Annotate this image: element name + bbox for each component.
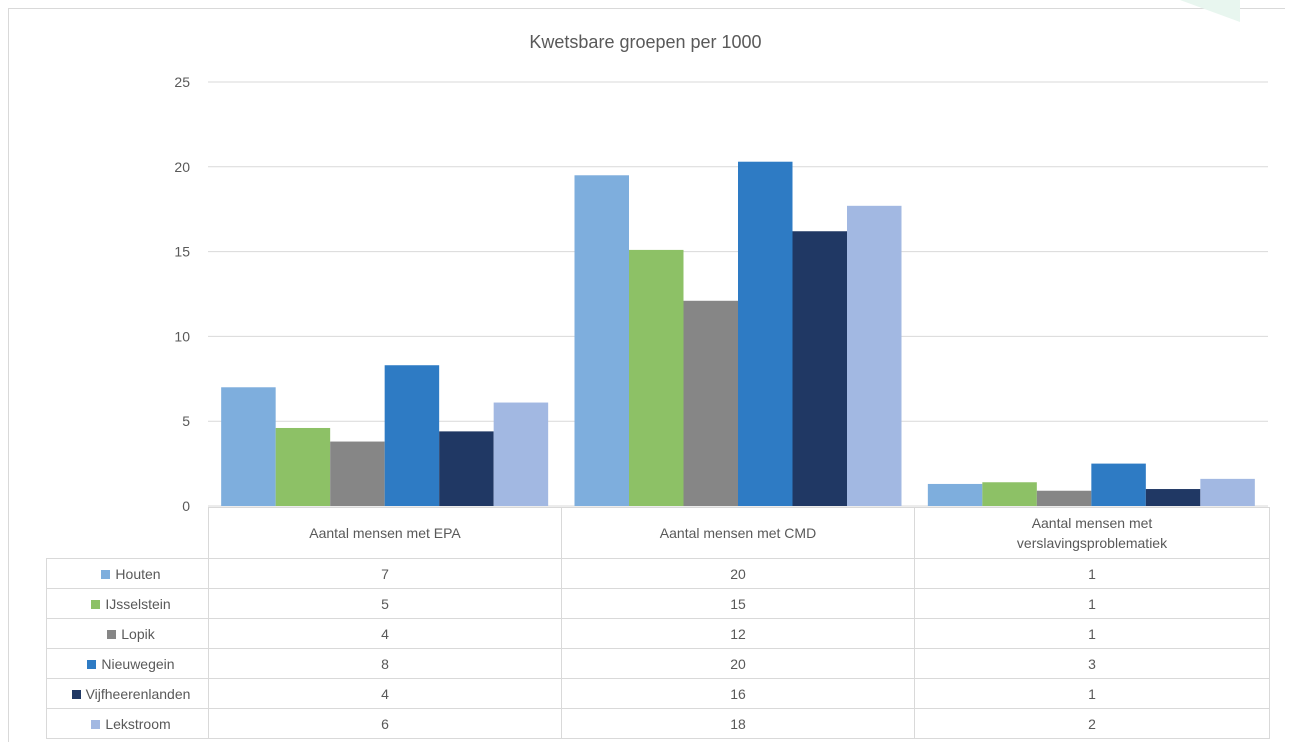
- bar: [927, 483, 983, 506]
- corner-decoration: [1180, 0, 1240, 22]
- table-row: Lopik 4 12 1: [46, 618, 1270, 649]
- legend-key: [71, 689, 81, 699]
- bar: [982, 482, 1037, 506]
- category-header-text: Aantal mensen met verslavingsproblematie…: [1016, 515, 1168, 551]
- table-cell: 5: [208, 588, 562, 619]
- bar: [847, 205, 902, 507]
- table-row: Lekstroom 6 18 2: [46, 708, 1270, 739]
- table-cell: 3: [914, 648, 1270, 679]
- series-name: IJsselstein: [105, 595, 171, 612]
- table-cell: 1: [914, 618, 1270, 649]
- table-cell: 8: [208, 648, 562, 679]
- table-cell: 20: [561, 648, 915, 679]
- bar: [1145, 489, 1201, 506]
- category-header: Aantal mensen met verslavingsproblematie…: [914, 507, 1270, 559]
- table-cell: 4: [208, 678, 562, 709]
- bar: [1091, 463, 1146, 506]
- legend-key: [107, 629, 117, 639]
- category-header: Aantal mensen met EPA: [208, 507, 562, 559]
- chart-frame: [8, 8, 1285, 742]
- table-cell: 12: [561, 618, 915, 649]
- y-tick-label: 5: [182, 413, 190, 429]
- table-cell: 1: [914, 588, 1270, 619]
- data-table: Aantal mensen met EPA Aantal mensen met …: [46, 507, 1270, 739]
- series-label-cell: Nieuwegein: [46, 648, 209, 679]
- table-cell: 20: [561, 558, 915, 589]
- table-cell: 4: [208, 618, 562, 649]
- bar: [384, 365, 440, 506]
- series-name: Nieuwegein: [101, 655, 175, 672]
- bar: [683, 300, 738, 506]
- series-label-cell: Lopik: [46, 618, 209, 649]
- y-tick-label: 20: [174, 159, 190, 175]
- y-tick-label: 25: [174, 74, 190, 90]
- chart-title: Kwetsbare groepen per 1000: [529, 32, 762, 52]
- series-label-cell: Lekstroom: [46, 708, 209, 739]
- series-label-cell: Houten: [46, 558, 209, 589]
- legend-key: [87, 659, 97, 669]
- table-cell: 18: [561, 708, 915, 739]
- series-label-cell: Vijfheerenlanden: [46, 678, 209, 709]
- bar: [493, 402, 549, 506]
- table-cell: 6: [208, 708, 562, 739]
- bar: [1036, 490, 1092, 506]
- bar: [738, 161, 793, 506]
- table-cell: 2: [914, 708, 1270, 739]
- series-name: Vijfheerenlanden: [85, 685, 191, 702]
- y-tick-label: 15: [174, 244, 190, 260]
- series-name: Lekstroom: [105, 715, 171, 732]
- table-row: IJsselstein 5 15 1: [46, 588, 1270, 619]
- y-tick-label: 0: [182, 498, 190, 514]
- bar: [1200, 478, 1255, 506]
- table-corner-cell: [46, 507, 209, 559]
- table-row: Vijfheerenlanden 4 16 1: [46, 678, 1270, 709]
- y-tick-label: 10: [174, 328, 190, 344]
- bar: [221, 387, 276, 506]
- category-header: Aantal mensen met CMD: [561, 507, 915, 559]
- table-cell: 1: [914, 678, 1270, 709]
- legend-key: [91, 599, 101, 609]
- legend-key: [91, 719, 101, 729]
- bar: [792, 231, 847, 507]
- bar: [629, 249, 684, 507]
- bar: [275, 427, 331, 506]
- table-header-row: Aantal mensen met EPA Aantal mensen met …: [46, 507, 1270, 559]
- table-row: Houten 7 20 1: [46, 558, 1270, 589]
- table-cell: 7: [208, 558, 562, 589]
- series-label-cell: IJsselstein: [46, 588, 209, 619]
- table-cell: 15: [561, 588, 915, 619]
- series-name: Lopik: [121, 625, 155, 642]
- bar: [439, 431, 494, 506]
- bar: [330, 441, 385, 506]
- table-cell: 16: [561, 678, 915, 709]
- table-row: Nieuwegein 8 20 3: [46, 648, 1270, 679]
- table-cell: 1: [914, 558, 1270, 589]
- bar: [574, 175, 629, 506]
- series-name: Houten: [115, 565, 161, 582]
- legend-key: [101, 569, 111, 579]
